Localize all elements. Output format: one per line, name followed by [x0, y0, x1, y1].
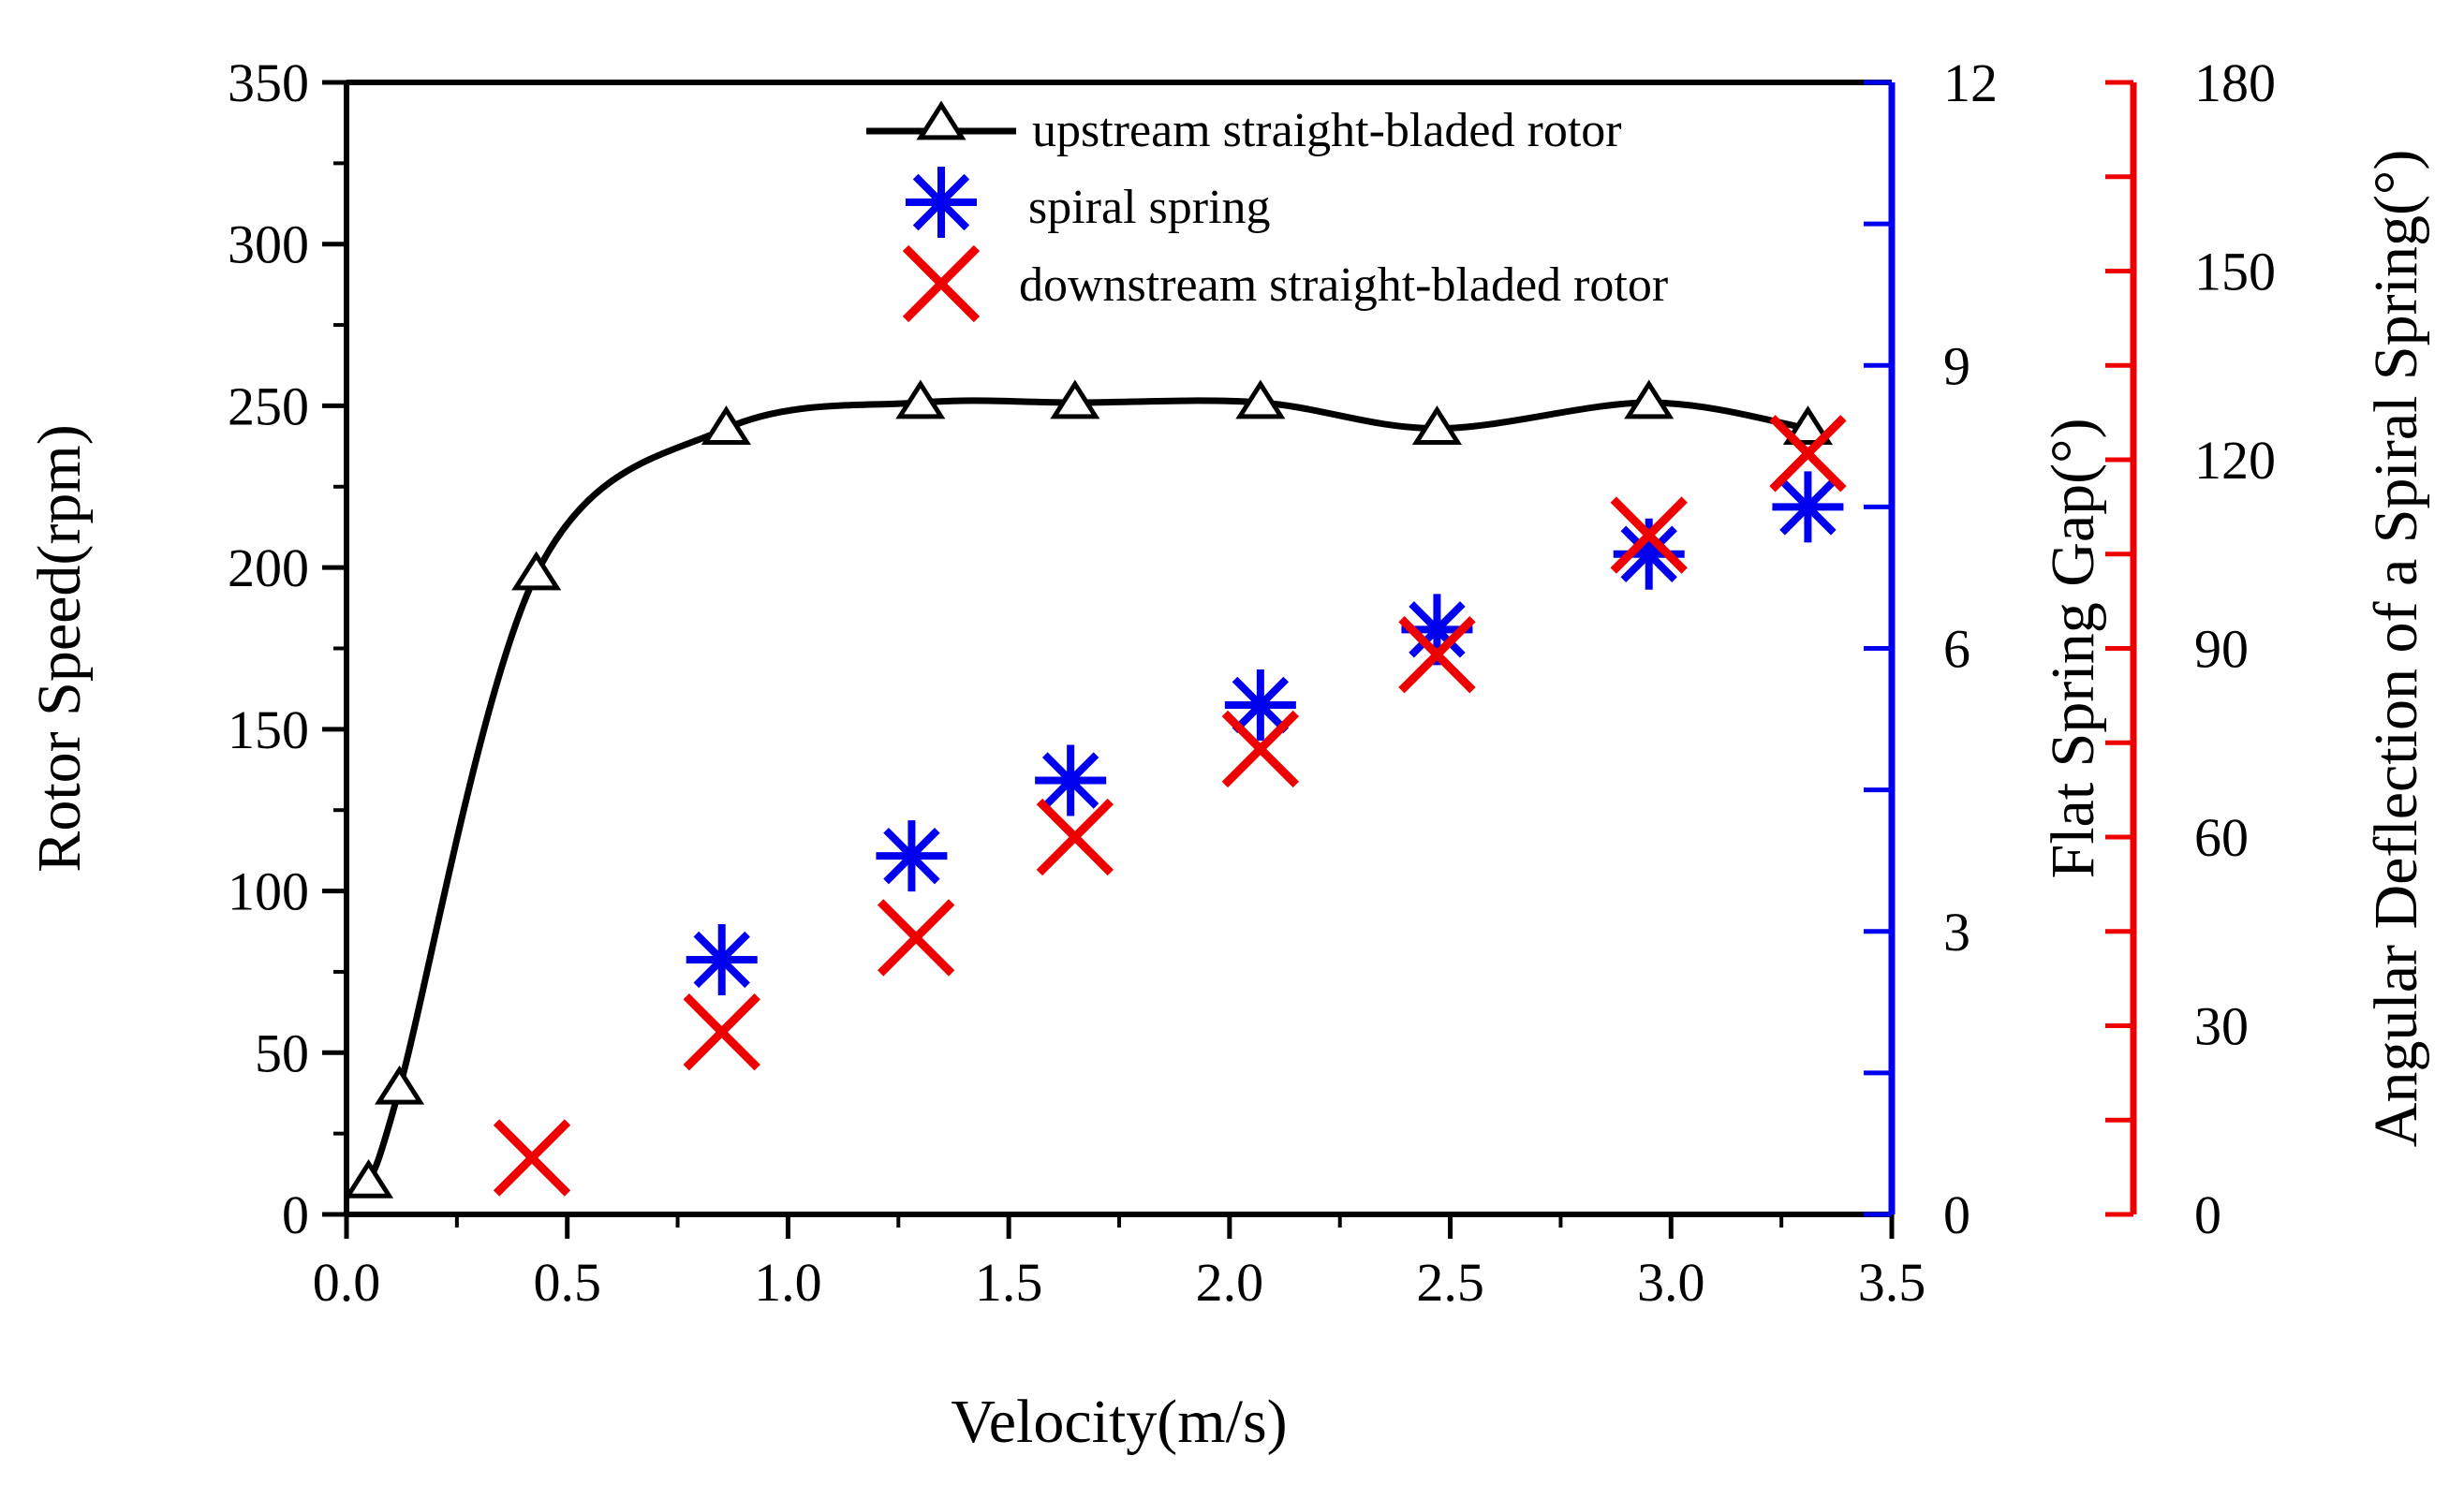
- series-1: [686, 471, 1844, 995]
- legend-label: spiral spring: [1028, 181, 1271, 234]
- data-point-cross: [1769, 415, 1847, 493]
- data-point-asterisk: [1035, 744, 1107, 816]
- data-point-triangle: [701, 405, 751, 445]
- right1-tick-label: 6: [1943, 619, 1970, 680]
- data-point-cross: [1036, 798, 1114, 876]
- series-0: [344, 379, 1833, 1198]
- right1-tick-label: 0: [1943, 1184, 1970, 1245]
- y-axis-angular-deflection: 0 30 60 90 120 150 180: [2105, 52, 2276, 1245]
- legend-label: downstream straight-bladed rotor: [1019, 258, 1668, 312]
- x-tick-label: 0.0: [313, 1252, 381, 1313]
- right2-tick-label: 150: [2194, 242, 2276, 302]
- x-axis-title: Velocity(m/s): [951, 1388, 1287, 1456]
- data-point-triangle: [511, 551, 562, 591]
- y-axis-title-left: Rotor Speed(rpm): [25, 424, 94, 872]
- legend: upstream straight-bladed rotor spiral spr…: [866, 100, 1668, 323]
- data-point-asterisk: [876, 820, 948, 892]
- y-tick-label-left: 200: [228, 537, 309, 598]
- data-point-asterisk: [1224, 669, 1296, 741]
- x-tick-label: 2.5: [1416, 1252, 1484, 1313]
- data-point-triangle: [1624, 379, 1675, 419]
- y-tick-label-left: 100: [228, 861, 309, 922]
- series-2: [493, 415, 1847, 1197]
- data-point-triangle: [375, 1065, 425, 1105]
- y-tick-label-left: 0: [282, 1184, 309, 1245]
- data-point-asterisk: [1772, 471, 1844, 543]
- x-tick-label: 3.5: [1858, 1252, 1926, 1313]
- data-point-asterisk: [686, 923, 758, 995]
- y-axis-title-angular-deflection: Angular Deflection of a Spiral Spring(°): [2362, 150, 2430, 1148]
- data-point-cross: [1221, 710, 1300, 788]
- data-point-triangle: [1782, 405, 1833, 445]
- right1-tick-label: 9: [1943, 335, 1970, 396]
- legend-marker-triangle: [916, 100, 966, 140]
- data-point-triangle: [1235, 379, 1286, 419]
- legend-label: upstream straight-bladed rotor: [1032, 104, 1622, 157]
- y-tick-label-left: 350: [228, 52, 309, 113]
- data-point-asterisk: [1613, 518, 1685, 590]
- series-line: [365, 397, 1808, 1184]
- x-tick-label: 1.0: [754, 1252, 822, 1313]
- plot-frame: [344, 80, 1892, 1217]
- y-axis-title-flat-spring-gap: Flat Spring Gap(°): [2039, 418, 2107, 878]
- right2-tick-label: 180: [2194, 52, 2276, 113]
- x-axis: 0.0 0.5 1.0 1.5 2.0 2.5 3.0 3.5: [313, 1214, 1926, 1313]
- right1-tick-label: 12: [1943, 52, 1998, 113]
- x-tick-label: 0.5: [533, 1252, 601, 1313]
- x-tick-label: 1.5: [975, 1252, 1043, 1313]
- right1-tick-label: 3: [1943, 902, 1970, 963]
- y-tick-label-left: 150: [228, 699, 309, 760]
- data-point-cross: [1610, 496, 1688, 574]
- legend-marker-cross: [902, 244, 981, 323]
- y-axis-flat-spring-gap: 0 3 6 9 12: [1864, 52, 1998, 1245]
- data-point-cross: [493, 1119, 571, 1197]
- y-axis-left: 0 50 100 150 200 250 300 350: [228, 52, 347, 1245]
- right2-tick-label: 120: [2194, 430, 2276, 491]
- data-point-triangle: [1050, 379, 1100, 419]
- x-tick-label: 3.0: [1637, 1252, 1705, 1313]
- data-point-cross: [877, 899, 955, 977]
- data-point-triangle: [895, 379, 946, 419]
- right2-tick-label: 60: [2194, 807, 2249, 868]
- y-tick-label-left: 300: [228, 214, 309, 275]
- y-tick-label-left: 50: [255, 1022, 309, 1083]
- data-point-triangle: [1411, 405, 1462, 445]
- right2-tick-label: 30: [2194, 996, 2249, 1057]
- data-point-cross: [683, 993, 760, 1071]
- right2-tick-label: 90: [2194, 619, 2249, 680]
- legend-marker-asterisk: [906, 167, 977, 238]
- x-tick-label: 2.0: [1196, 1252, 1264, 1313]
- right2-tick-label: 0: [2194, 1184, 2221, 1245]
- data-point-cross: [1398, 616, 1476, 694]
- data-point-triangle: [344, 1158, 394, 1198]
- y-tick-label-left: 250: [228, 375, 309, 436]
- series-layer: [344, 379, 1847, 1198]
